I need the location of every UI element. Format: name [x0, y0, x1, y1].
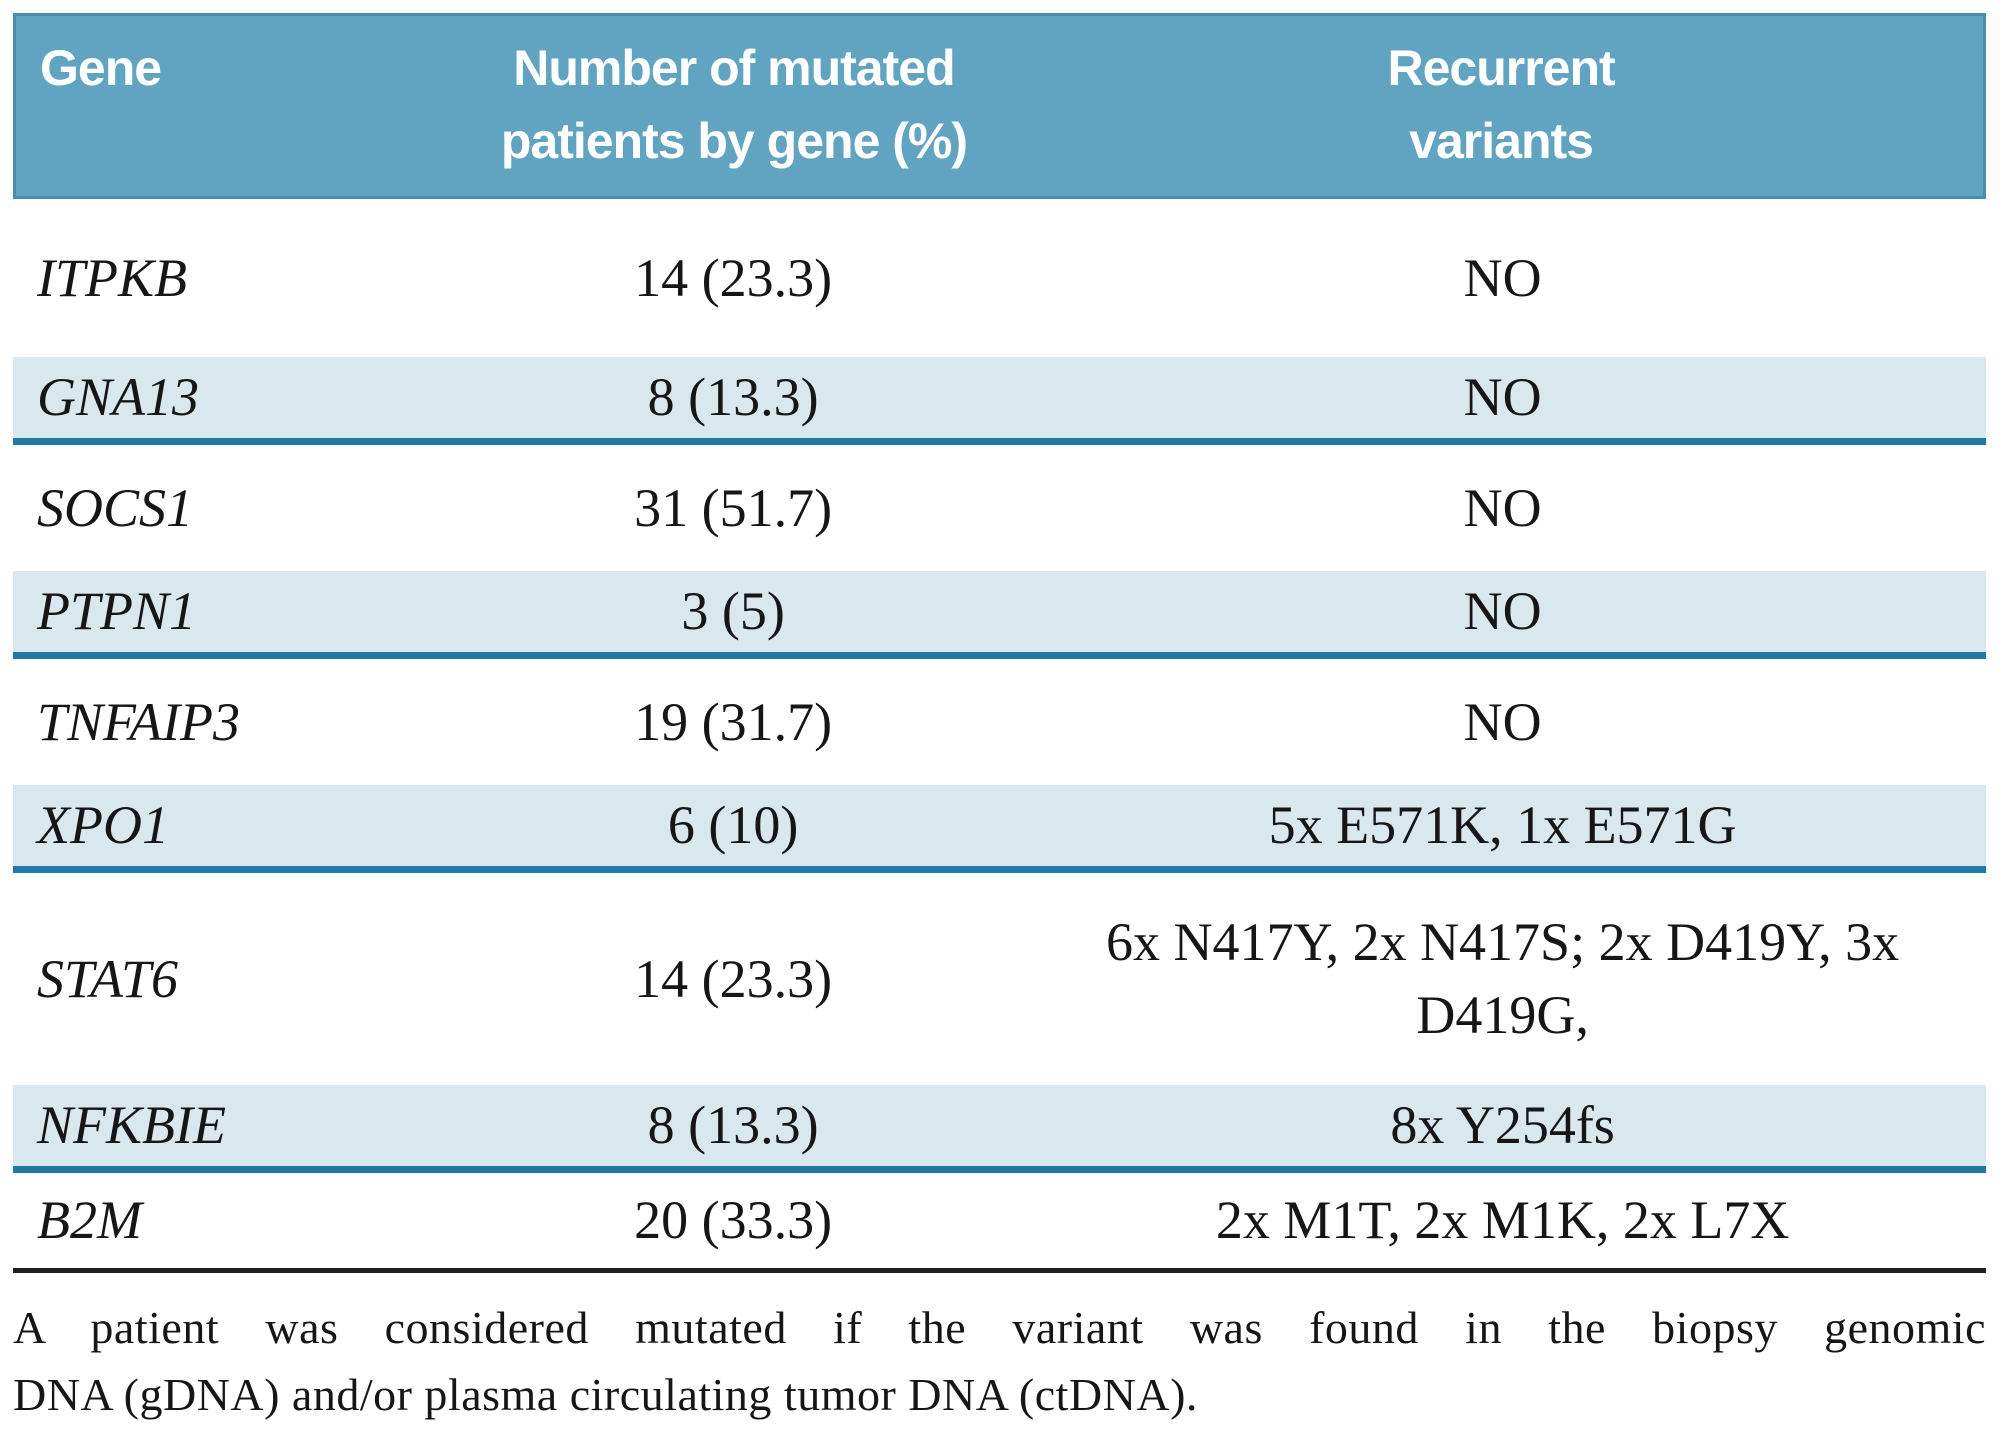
variants-cell: NO: [1463, 581, 1542, 642]
patients-cell: 14 (23.3): [634, 247, 833, 308]
gene-cell: ITPKB: [37, 247, 188, 308]
gene-cell: PTPN1: [37, 581, 197, 642]
column-header-patients-line1: Number of mutated: [513, 40, 955, 96]
table-body: ITPKB 14 (23.3) NO GNA13 8 (13.3) NO SOCS1 31 (…: [13, 199, 1986, 1268]
table-row: XPO1 6 (10) 5x E571K, 1x E571G: [13, 785, 1986, 873]
footnote-line: A patient was considered mutated if the …: [13, 1302, 1986, 1353]
table-header-row: Gene Number of mutated patients by gene …: [13, 13, 1986, 199]
patients-cell: 3 (5): [681, 581, 785, 642]
table-row: STAT6 14 (23.3) 6x N417Y, 2x N417S; 2x D41…: [13, 873, 1986, 1085]
gene-mutation-table: Gene Number of mutated patients by gene …: [13, 13, 1986, 1428]
variants-cell: 6x N417Y, 2x N417S; 2x D419Y, 3x D419G,: [1106, 912, 1900, 1045]
table-row: GNA13 8 (13.3) NO: [13, 357, 1986, 445]
table-row: TNFAIP3 19 (31.7) NO: [13, 659, 1986, 785]
patients-cell: 14 (23.3): [634, 948, 833, 1009]
variants-cell: NO: [1463, 367, 1542, 428]
gene-cell: GNA13: [37, 367, 199, 428]
table-row: SOCS1 31 (51.7) NO: [13, 445, 1986, 571]
table-bottom-rule: [13, 1268, 1986, 1273]
footnote-line: DNA (gDNA) and/or plasma circulating tum…: [13, 1368, 1198, 1420]
variants-cell: 8x Y254fs: [1390, 1095, 1615, 1156]
gene-cell: NFKBIE: [37, 1095, 226, 1156]
gene-cell: STAT6: [37, 948, 179, 1009]
variants-cell: 2x M1T, 2x M1K, 2x L7X: [1215, 1190, 1790, 1251]
variants-cell: NO: [1463, 691, 1542, 752]
table-row: PTPN1 3 (5) NO: [13, 571, 1986, 659]
gene-cell: SOCS1: [37, 477, 194, 538]
table-row: B2M 20 (33.3) 2x M1T, 2x M1K, 2x L7X: [13, 1173, 1986, 1268]
variants-cell: NO: [1463, 247, 1542, 308]
gene-cell: TNFAIP3: [37, 691, 241, 752]
column-header-variants-line2: variants: [1409, 112, 1594, 169]
patients-cell: 19 (31.7): [634, 691, 833, 752]
column-header-patients-line2: patients by gene (%): [500, 112, 968, 169]
table-row: ITPKB 14 (23.3) NO: [13, 199, 1986, 357]
patients-cell: 8 (13.3): [647, 1095, 819, 1156]
column-header-variants: Recurrent variants: [1019, 32, 1983, 196]
patients-cell: 20 (33.3): [634, 1190, 833, 1251]
variants-cell: NO: [1463, 477, 1542, 538]
column-header-variants-line1: Recurrent: [1387, 40, 1615, 96]
gene-cell: XPO1: [37, 795, 169, 856]
column-header-gene-label: Gene: [40, 40, 162, 96]
patients-cell: 31 (51.7): [634, 477, 833, 538]
column-header-gene: Gene: [16, 32, 449, 196]
table-row: NFKBIE 8 (13.3) 8x Y254fs: [13, 1085, 1986, 1173]
variants-cell: 5x E571K, 1x E571G: [1268, 795, 1737, 856]
table-footnote: A patient was considered mutated if the …: [13, 1295, 1986, 1428]
column-header-patients: Number of mutated patients by gene (%): [449, 32, 1019, 196]
gene-cell: B2M: [37, 1190, 142, 1251]
patients-cell: 6 (10): [667, 795, 799, 856]
patients-cell: 8 (13.3): [647, 367, 819, 428]
